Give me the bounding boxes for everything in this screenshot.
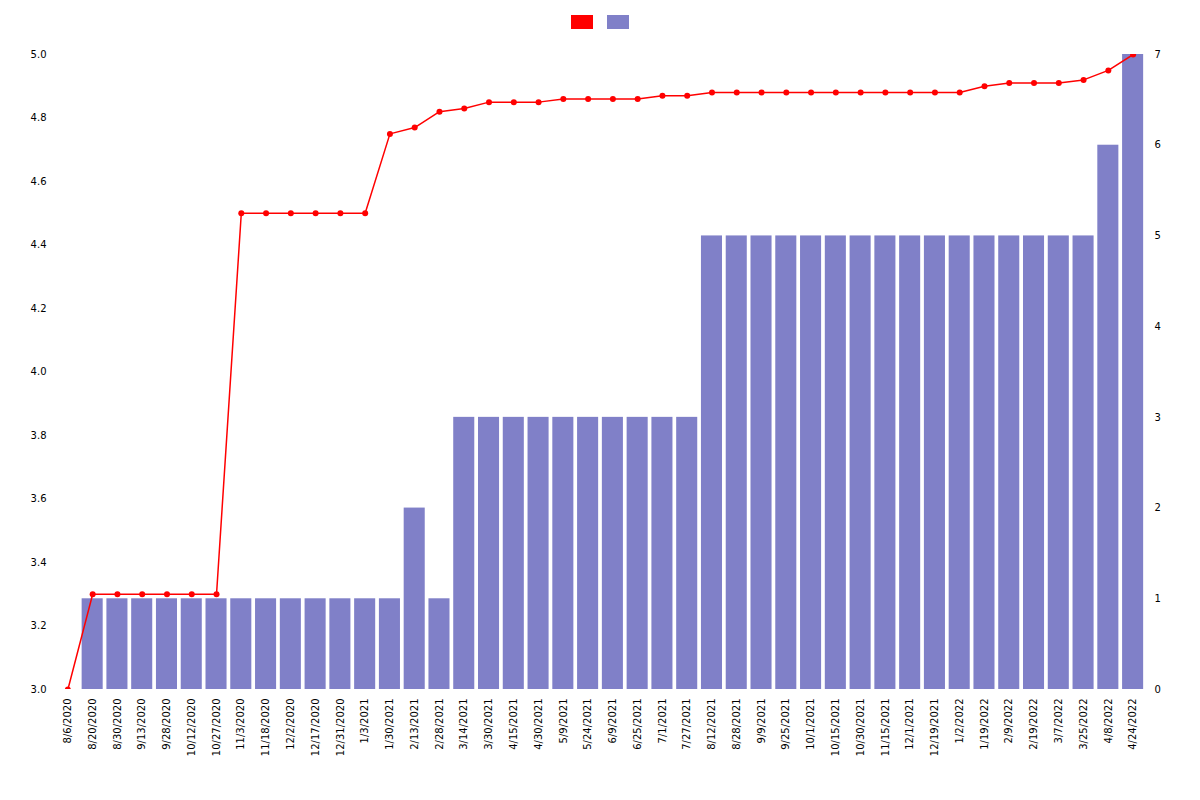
svg-text:4.6: 4.6 — [31, 176, 47, 187]
svg-text:5: 5 — [1155, 230, 1161, 241]
svg-text:12/1/2021: 12/1/2021 — [904, 699, 915, 750]
svg-text:11/3/2020: 11/3/2020 — [235, 699, 246, 750]
svg-text:11/18/2020: 11/18/2020 — [260, 699, 271, 757]
svg-text:4/24/2022: 4/24/2022 — [1127, 699, 1138, 750]
svg-text:6: 6 — [1155, 139, 1161, 150]
svg-text:3.2: 3.2 — [31, 620, 47, 631]
svg-text:3/7/2022: 3/7/2022 — [1053, 699, 1064, 744]
svg-text:1: 1 — [1155, 593, 1161, 604]
svg-text:4/30/2021: 4/30/2021 — [533, 699, 544, 750]
svg-text:9/28/2020: 9/28/2020 — [161, 699, 172, 750]
svg-text:7/27/2021: 7/27/2021 — [681, 699, 692, 750]
svg-text:2/28/2021: 2/28/2021 — [434, 699, 445, 750]
svg-text:5/24/2021: 5/24/2021 — [582, 699, 593, 750]
svg-text:10/12/2020: 10/12/2020 — [186, 699, 197, 757]
svg-text:8/30/2020: 8/30/2020 — [112, 699, 123, 750]
svg-text:3: 3 — [1155, 412, 1161, 423]
svg-text:1/3/2021: 1/3/2021 — [359, 699, 370, 744]
svg-text:10/30/2021: 10/30/2021 — [855, 699, 866, 757]
svg-text:4.4: 4.4 — [31, 239, 47, 250]
svg-text:3.8: 3.8 — [31, 430, 47, 441]
svg-text:8/28/2021: 8/28/2021 — [731, 699, 742, 750]
svg-text:2/13/2021: 2/13/2021 — [409, 699, 420, 750]
svg-text:12/17/2020: 12/17/2020 — [310, 699, 321, 757]
svg-text:4.8: 4.8 — [31, 112, 47, 123]
svg-text:5.0: 5.0 — [31, 49, 47, 60]
svg-text:10/27/2020: 10/27/2020 — [211, 699, 222, 757]
svg-text:5/9/2021: 5/9/2021 — [558, 699, 569, 744]
svg-text:4.2: 4.2 — [31, 303, 47, 314]
svg-text:3/30/2021: 3/30/2021 — [483, 699, 494, 750]
svg-text:3.4: 3.4 — [31, 557, 47, 568]
svg-text:8/12/2021: 8/12/2021 — [706, 699, 717, 750]
svg-text:3/25/2022: 3/25/2022 — [1078, 699, 1089, 750]
svg-text:1/19/2022: 1/19/2022 — [979, 699, 990, 750]
svg-text:3.6: 3.6 — [31, 493, 47, 504]
svg-text:2/19/2022: 2/19/2022 — [1028, 699, 1039, 750]
svg-text:12/19/2021: 12/19/2021 — [929, 699, 940, 757]
svg-text:9/9/2021: 9/9/2021 — [756, 699, 767, 744]
svg-text:4: 4 — [1155, 321, 1161, 332]
svg-text:3/14/2021: 3/14/2021 — [458, 699, 469, 750]
svg-text:12/31/2020: 12/31/2020 — [335, 699, 346, 757]
svg-text:6/25/2021: 6/25/2021 — [632, 699, 643, 750]
svg-text:3.0: 3.0 — [31, 684, 47, 695]
svg-text:7/1/2021: 7/1/2021 — [657, 699, 668, 744]
svg-text:6/9/2021: 6/9/2021 — [607, 699, 618, 744]
svg-text:2/9/2022: 2/9/2022 — [1003, 699, 1014, 744]
svg-text:11/15/2021: 11/15/2021 — [880, 699, 891, 757]
svg-text:1/30/2021: 1/30/2021 — [384, 699, 395, 750]
svg-text:7: 7 — [1155, 49, 1161, 60]
svg-text:9/25/2021: 9/25/2021 — [780, 699, 791, 750]
svg-text:0: 0 — [1155, 684, 1161, 695]
svg-text:9/13/2020: 9/13/2020 — [136, 699, 147, 750]
svg-text:10/1/2021: 10/1/2021 — [805, 699, 816, 750]
svg-text:12/2/2020: 12/2/2020 — [285, 699, 296, 750]
svg-text:4/15/2021: 4/15/2021 — [508, 699, 519, 750]
svg-text:8/20/2020: 8/20/2020 — [87, 699, 98, 750]
svg-text:4/8/2022: 4/8/2022 — [1103, 699, 1114, 744]
svg-text:2: 2 — [1155, 502, 1161, 513]
svg-text:8/6/2020: 8/6/2020 — [62, 699, 73, 744]
svg-text:1/2/2022: 1/2/2022 — [954, 699, 965, 744]
svg-text:4.0: 4.0 — [31, 366, 47, 377]
svg-text:10/15/2021: 10/15/2021 — [830, 699, 841, 757]
